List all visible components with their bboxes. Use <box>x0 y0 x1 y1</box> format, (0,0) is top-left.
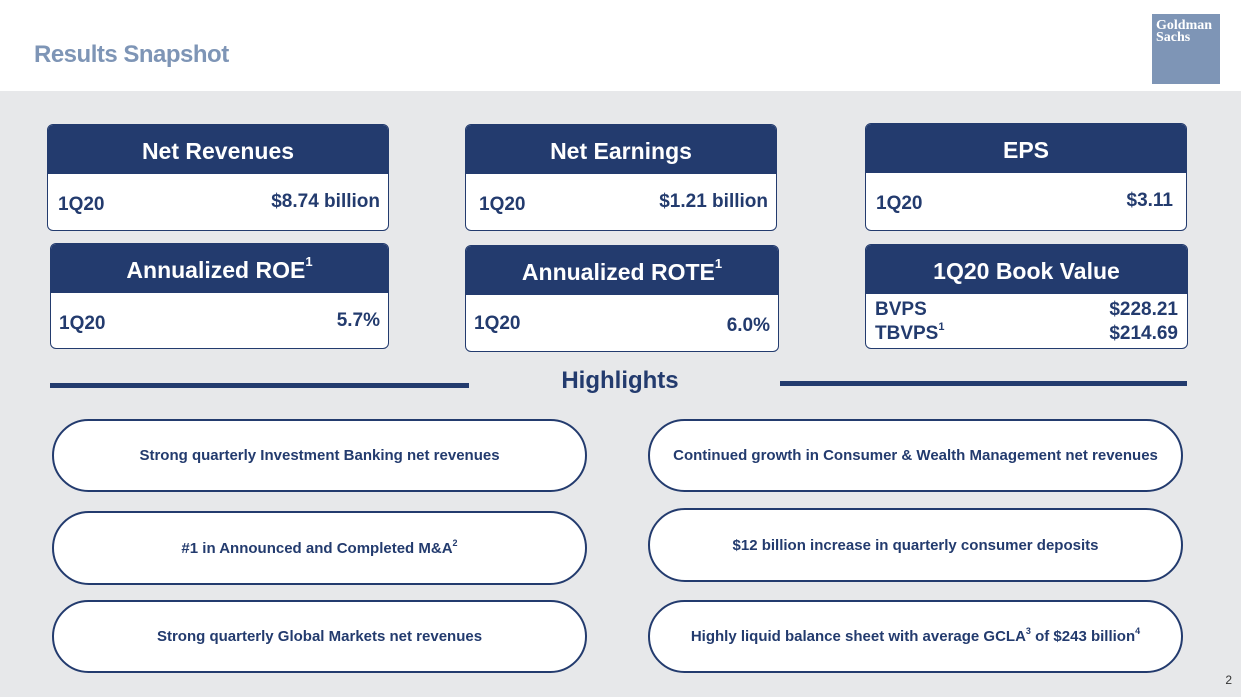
bvps-value: $228.21 <box>1109 299 1178 320</box>
rote-card: Annualized ROTE1 1Q20 6.0% <box>465 245 779 352</box>
footnote-marker: 1 <box>305 254 313 269</box>
period-label: 1Q20 <box>474 313 521 334</box>
highlight-item: Strong quarterly Global Markets net reve… <box>52 600 587 673</box>
eps-card: EPS 1Q20 $3.11 <box>865 123 1187 231</box>
roe-card: Annualized ROE1 1Q20 5.7% <box>50 243 389 349</box>
card-title: Annualized ROE1 <box>51 244 388 293</box>
card-body: BVPS $228.21 TBVPS1 $214.69 <box>866 294 1187 348</box>
highlight-item: Highly liquid balance sheet with average… <box>648 600 1183 673</box>
highlights-title: Highlights <box>561 367 679 394</box>
net-revenues-card: Net Revenues 1Q20 $8.74 billion <box>47 124 389 231</box>
footnote-marker: 1 <box>938 321 945 333</box>
card-body: 1Q20 5.7% <box>51 293 388 348</box>
tbvps-label: TBVPS1 <box>875 321 945 345</box>
footnote-marker: 1 <box>714 256 723 271</box>
highlight-text-part-b: of $243 billion <box>1030 628 1136 645</box>
goldman-sachs-logo: Goldman Sachs <box>1152 14 1220 84</box>
card-body: 1Q20 6.0% <box>466 295 778 351</box>
metric-value: 6.0% <box>726 315 770 336</box>
highlight-item: Strong quarterly Investment Banking net … <box>52 419 587 492</box>
metric-value: $1.21 billion <box>659 191 768 212</box>
logo-line-1: Goldman <box>1156 18 1213 33</box>
metric-value: $3.11 <box>1126 190 1174 211</box>
footnote-marker: 2 <box>452 537 458 548</box>
net-earnings-card: Net Earnings 1Q20 $1.21 billion <box>465 124 777 231</box>
footnote-marker: 4 <box>1135 626 1141 636</box>
highlight-text-main: #1 in Announced and Completed M&A <box>181 539 453 557</box>
highlight-text: Continued growth in Consumer & Wealth Ma… <box>673 447 1158 464</box>
highlights-divider-left <box>50 383 469 388</box>
highlights-divider-right <box>780 381 1187 386</box>
card-title-text: Annualized ROTE <box>521 259 715 285</box>
card-body: 1Q20 $3.11 <box>866 173 1186 229</box>
card-title: 1Q20 Book Value <box>866 245 1187 294</box>
period-label: 1Q20 <box>479 194 526 215</box>
book-value-card: 1Q20 Book Value BVPS $228.21 TBVPS1 $214… <box>865 244 1188 349</box>
card-body: 1Q20 $1.21 billion <box>466 174 776 230</box>
page-title: Results Snapshot <box>34 41 229 68</box>
period-label: 1Q20 <box>58 194 105 215</box>
highlight-text: #1 in Announced and Completed M&A2 <box>181 537 458 557</box>
card-body: 1Q20 $8.74 billion <box>48 174 388 230</box>
highlight-text: Strong quarterly Global Markets net reve… <box>156 628 483 645</box>
card-title: Net Earnings <box>466 125 776 174</box>
highlight-text: $12 billion increase in quarterly consum… <box>732 536 1099 554</box>
card-title: EPS <box>866 124 1186 173</box>
highlight-text: Highly liquid balance sheet with average… <box>690 626 1141 645</box>
highlight-item: $12 billion increase in quarterly consum… <box>648 508 1183 582</box>
period-label: 1Q20 <box>876 193 923 214</box>
card-title: Annualized ROTE1 <box>466 246 778 295</box>
highlight-text: Strong quarterly Investment Banking net … <box>139 447 500 464</box>
tbvps-value: $214.69 <box>1109 323 1178 344</box>
logo-line-2: Sachs <box>1156 30 1191 45</box>
highlight-text-part-a: Highly liquid balance sheet with average… <box>690 628 1026 645</box>
period-label: 1Q20 <box>59 313 106 334</box>
highlight-item: #1 in Announced and Completed M&A2 <box>52 511 587 585</box>
tbvps-label-text: TBVPS <box>875 323 939 344</box>
card-title: Net Revenues <box>48 125 388 174</box>
bvps-label: BVPS <box>875 299 927 320</box>
highlight-item: Continued growth in Consumer & Wealth Ma… <box>648 419 1183 492</box>
page-number: 2 <box>1225 673 1232 687</box>
card-title-text: Annualized ROE <box>126 257 306 283</box>
metric-value: $8.74 billion <box>271 191 380 212</box>
footnote-marker: 3 <box>1025 626 1031 636</box>
header: Results Snapshot Goldman Sachs <box>0 0 1241 91</box>
metric-value: 5.7% <box>336 310 380 331</box>
